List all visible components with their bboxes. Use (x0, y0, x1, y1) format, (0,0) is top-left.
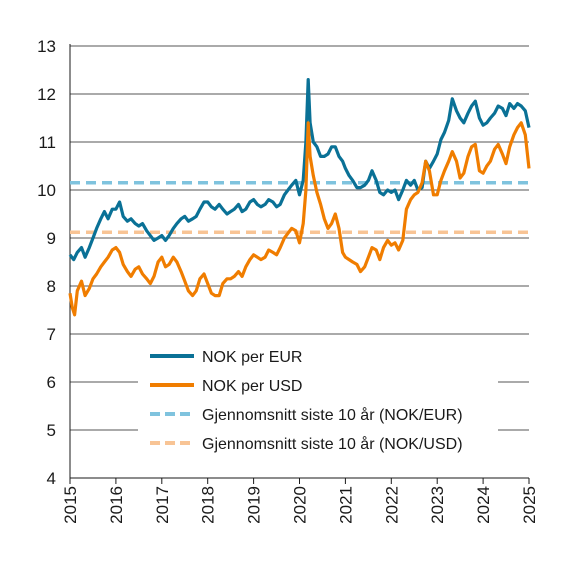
x-tick-label: 2016 (107, 486, 126, 524)
legend-label-1: NOK per USD (202, 378, 302, 395)
x-tick-label: 2022 (382, 486, 401, 524)
y-tick-label: 13 (37, 37, 56, 56)
series-line-0 (68, 78, 531, 262)
y-tick-label: 8 (47, 277, 56, 296)
y-tick-label: 9 (47, 229, 56, 248)
x-tick-label: 2018 (199, 486, 218, 524)
x-tick-label: 2017 (153, 486, 172, 524)
x-tick-label: 2023 (428, 486, 447, 524)
series-line-1 (68, 121, 531, 317)
y-tick-label: 10 (37, 181, 56, 200)
legend-label-3: Gjennomsnitt siste 10 år (NOK/USD) (202, 435, 463, 453)
x-tick-label: 2020 (291, 486, 310, 524)
x-tick-label: 2015 (61, 486, 80, 524)
axes: 4 5 6 7 8 9 10 11 12 13 2015 2016 2017 2018 2019 2020 20… (37, 37, 539, 524)
y-tick-label: 6 (47, 373, 56, 392)
legend: NOK per EUR NOK per USD Gjennomsnitt siste… (138, 336, 498, 460)
y-tick-label: 11 (38, 133, 56, 152)
series (68, 78, 531, 317)
legend-label-2: Gjennomsnitt siste 10 år (NOK/EUR) (202, 406, 463, 424)
y-tick-label: 7 (47, 325, 56, 344)
legend-background (138, 336, 498, 460)
legend-label-0: NOK per EUR (202, 349, 302, 366)
y-tick-label: 5 (47, 421, 56, 440)
x-tick-label: 2024 (474, 486, 493, 524)
x-tick-label: 2025 (520, 486, 539, 524)
x-tick-label: 2021 (336, 486, 355, 524)
x-tick-label: 2019 (245, 486, 264, 524)
y-tick-label: 12 (37, 85, 56, 104)
y-tick-label: 4 (47, 469, 56, 488)
